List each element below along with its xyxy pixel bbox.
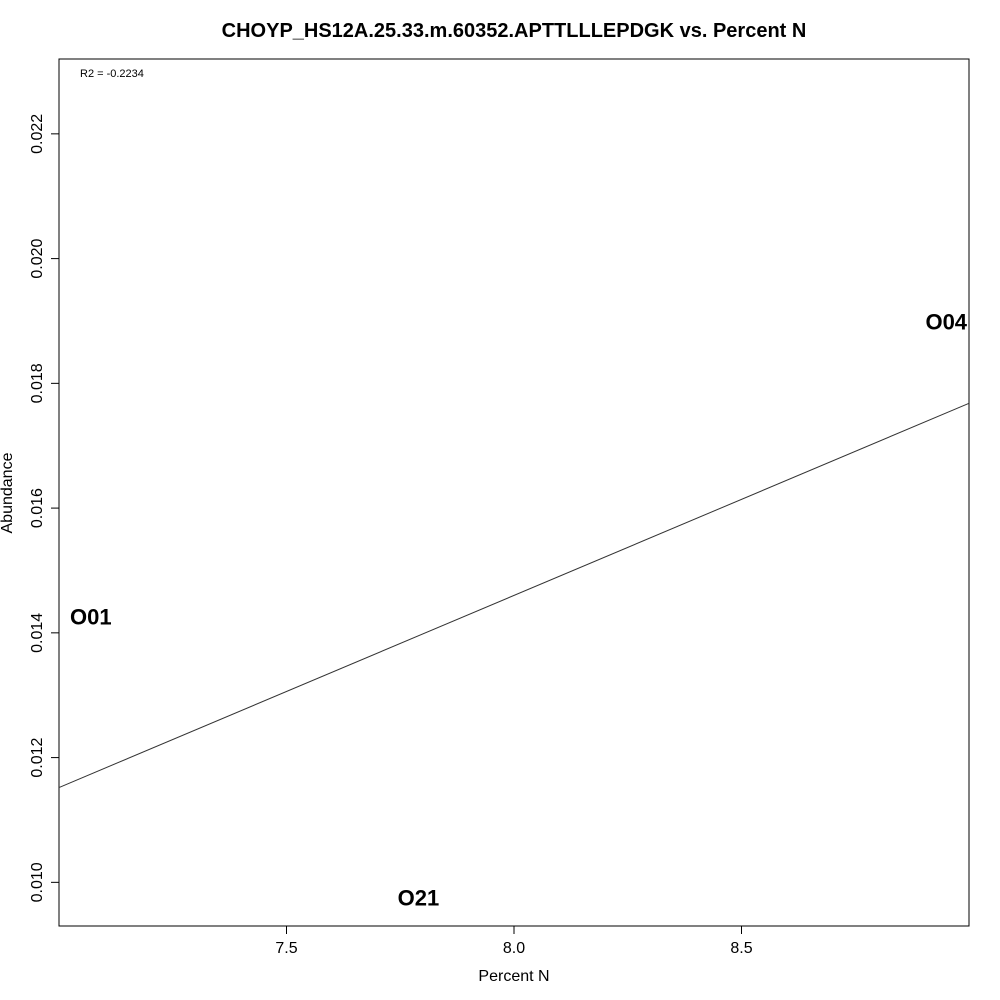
y-tick-label: 0.010: [29, 862, 46, 902]
chart-title: CHOYP_HS12A.25.33.m.60352.APTTLLLEPDGK v…: [222, 20, 807, 42]
y-tick-label: 0.018: [29, 363, 46, 403]
regression-line: [58, 402, 970, 788]
x-axis-label: Percent N: [478, 968, 549, 985]
y-tick-label: 0.020: [29, 238, 46, 278]
y-tick-label: 0.012: [29, 737, 46, 777]
x-tick-label: 7.5: [275, 940, 297, 957]
plot-frame: [58, 58, 970, 927]
data-points: O01 O21 O04: [70, 310, 968, 911]
x-tick-label: 8.0: [503, 940, 525, 957]
y-tick-label: 0.022: [29, 114, 46, 154]
y-tick-label: 0.016: [29, 488, 46, 528]
data-point-label: O04: [925, 310, 967, 335]
r2-annotation: R2 = -0.2234: [80, 68, 144, 80]
y-axis-label: Abundance: [0, 452, 16, 533]
x-axis: 7.5 8.0 8.5: [275, 925, 753, 957]
y-tick-label: 0.014: [29, 613, 46, 653]
x-tick-label: 8.5: [730, 940, 752, 957]
data-point-label: O01: [70, 605, 112, 630]
y-axis: 0.010 0.012 0.014 0.016 0.018 0.020 0.022: [29, 114, 60, 902]
data-point-label: O21: [398, 885, 440, 910]
